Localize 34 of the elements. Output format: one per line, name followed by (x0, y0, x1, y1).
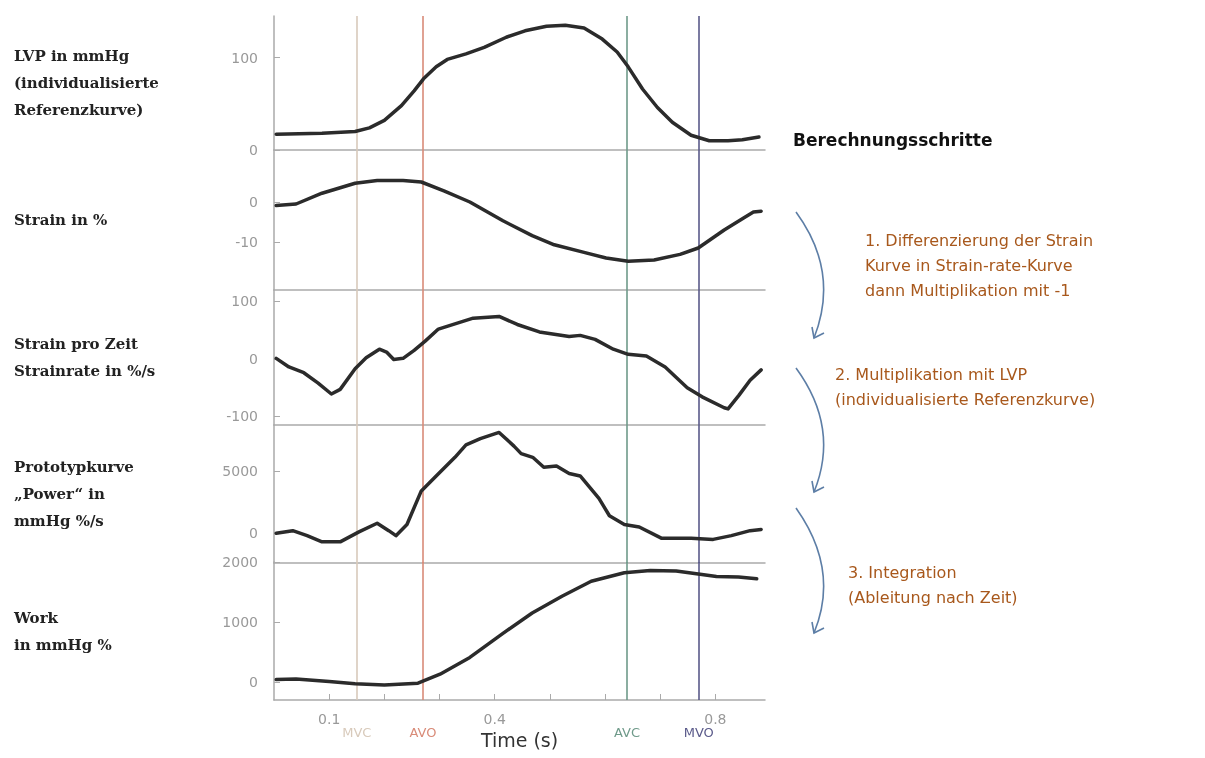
text: 2. Multiplikation mit LVP (individualisierte Referenzkurve) (835, 364, 1096, 411)
line-series (274, 178, 763, 263)
y-axis-title: Strain pro Zeit Strainrate in %/s (14, 335, 156, 380)
line-series (274, 430, 763, 544)
x-axis-title: Time (s) (479, 729, 559, 752)
y-axis-title: Strain in % (14, 211, 108, 229)
y-tick-label: 0 (249, 674, 258, 690)
y-tick-label: 0 (249, 194, 258, 210)
y-axis-title: Prototypkurve „Power“ in mmHg %/s (14, 458, 134, 530)
y-tick-label: 100 (231, 49, 258, 66)
x-tick-label: 0.1 (318, 711, 341, 727)
y-tick-label: 0 (249, 525, 258, 542)
y-tick-label: -10 (235, 234, 258, 250)
y-axis-title: LVP in mmHg (individualisierte Referenzkurve) (14, 47, 159, 119)
ref-line-label: MVC (342, 725, 372, 740)
line-series (274, 23, 761, 143)
y-tick-label: 0 (249, 142, 258, 158)
ref-line-label: MVO (683, 725, 714, 740)
y-tick-label: 100 (231, 293, 258, 310)
line-series (274, 314, 763, 411)
y-tick-label: 2000 (222, 554, 258, 570)
text: 1. Differenzierung der Strain Kurve in Strain-rate-Kurve dann Multiplikation mit -1 (865, 230, 1094, 302)
y-tick-label: 1000 (222, 614, 258, 630)
ref-line-label: AVC (614, 725, 641, 740)
text: Berechnungsschritte (793, 129, 993, 152)
text: 3. Integration (Ableitung nach Zeit) (848, 562, 1018, 609)
x-tick-label: 0.4 (483, 711, 506, 727)
y-tick-label: -100 (226, 408, 258, 425)
y-tick-label: 5000 (222, 463, 258, 479)
y-tick-label: 0 (249, 350, 258, 367)
ref-line-label: AVO (409, 725, 437, 740)
line-series (274, 568, 759, 687)
x-tick-label: 0.8 (704, 711, 727, 727)
y-axis-title: Work in mmHg % (13, 608, 112, 654)
